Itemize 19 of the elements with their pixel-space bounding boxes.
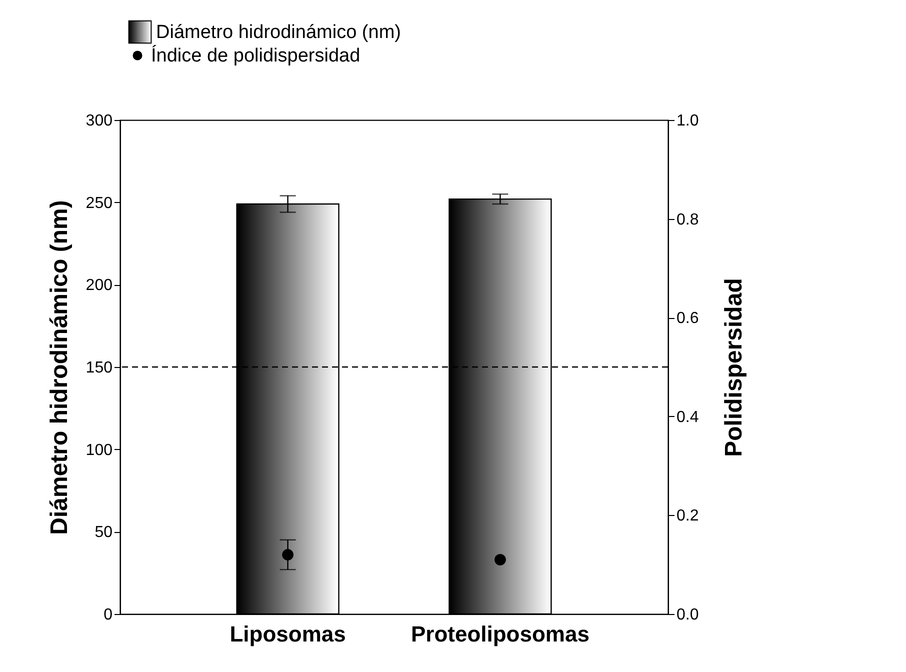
y2-tick-label: 0.0 xyxy=(676,606,699,624)
y2-axis-title: Polidispersidad xyxy=(720,278,748,457)
y-tick-label: 200 xyxy=(86,277,113,294)
y-tick-label: 0 xyxy=(104,606,113,624)
legend-label: Índice de polidispersidad xyxy=(151,44,360,66)
y-tick-label: 250 xyxy=(86,194,113,212)
x-tick-label: Proteoliposomas xyxy=(410,622,590,646)
y2-tick-label: 0.4 xyxy=(676,408,699,426)
y2-tick-label: 0.8 xyxy=(676,211,699,228)
y-tick-label: 300 xyxy=(86,112,113,130)
legend-label: Diámetro hidrodinámico (nm) xyxy=(156,22,401,43)
x-tick-label: Liposomas xyxy=(230,622,346,646)
y-tick-label: 50 xyxy=(94,524,113,542)
y-tick-label: 100 xyxy=(86,442,113,459)
y2-tick-label: 0.2 xyxy=(676,508,699,525)
y-axis-title: Diámetro hidrodinámico (nm) xyxy=(46,200,73,535)
y2-tick-label: 1.0 xyxy=(676,112,699,130)
y2-tick-label: 0.6 xyxy=(676,310,699,328)
y-tick-label: 150 xyxy=(86,360,113,376)
